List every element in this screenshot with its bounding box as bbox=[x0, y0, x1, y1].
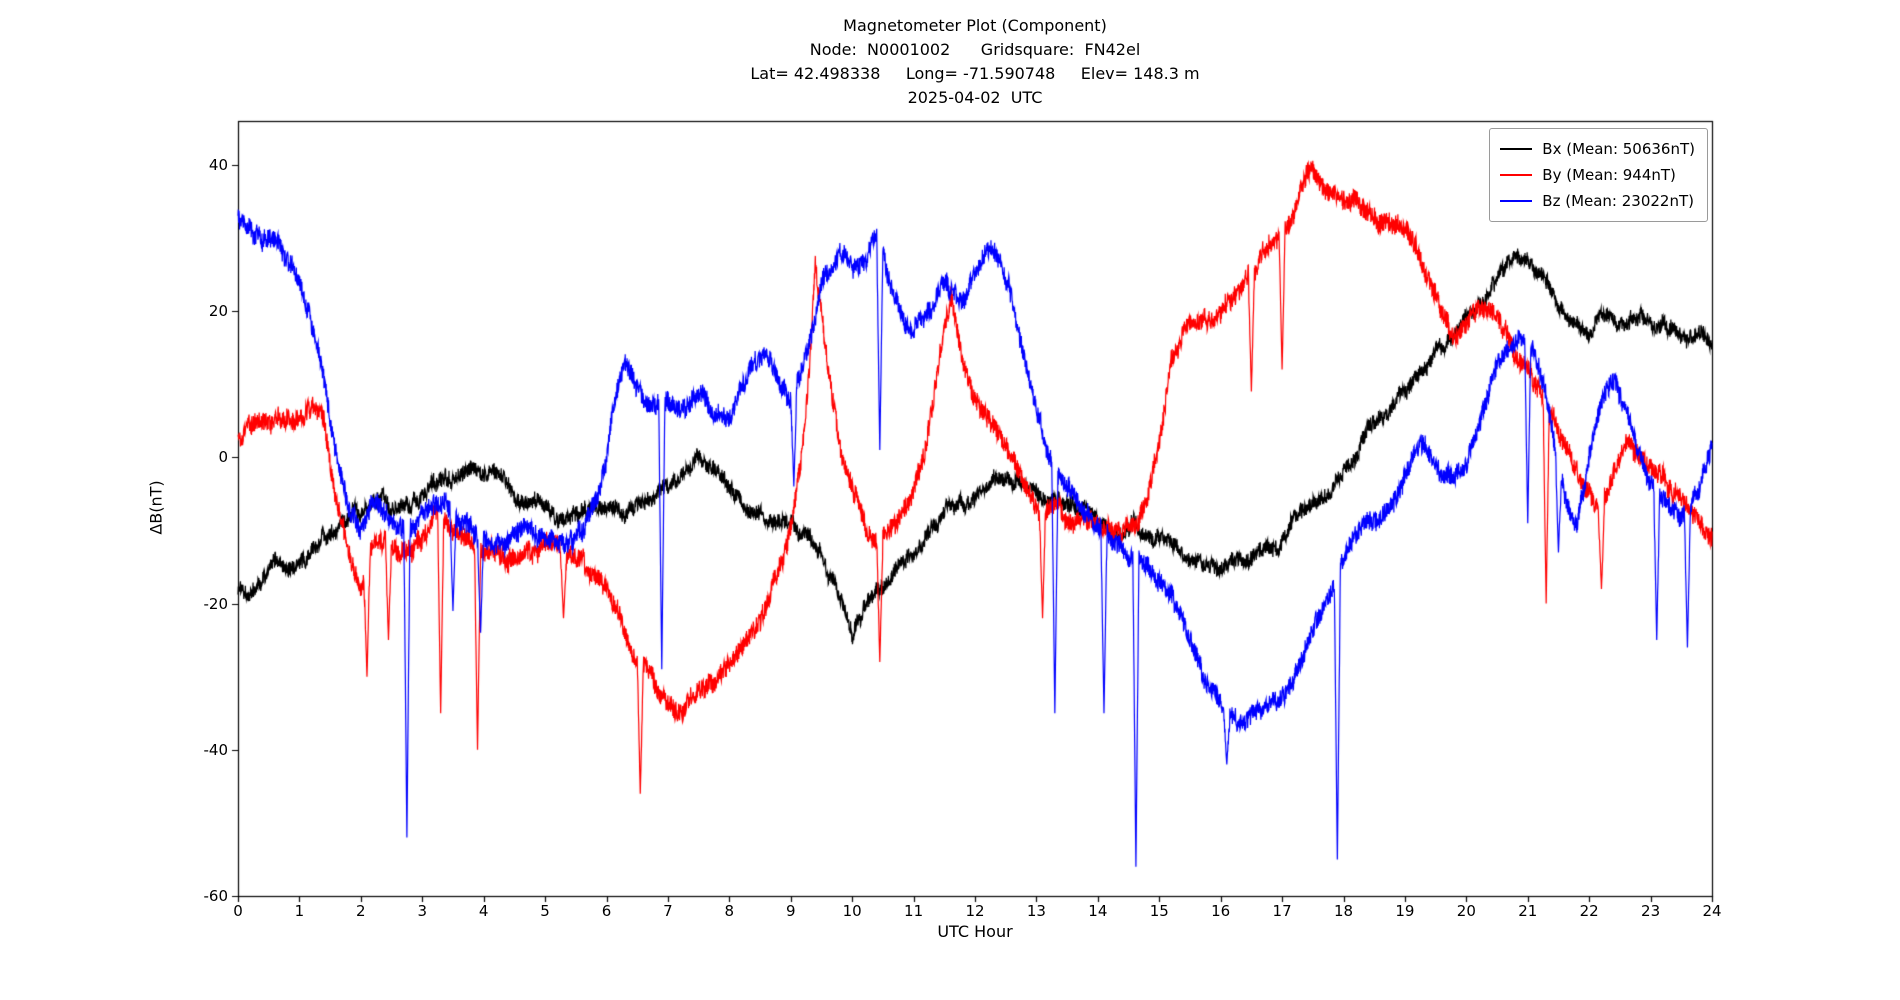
x-tick-label: 13 bbox=[1026, 902, 1046, 920]
legend-entry: By (Mean: 944nT) bbox=[1500, 162, 1695, 188]
x-tick-label: 1 bbox=[294, 902, 305, 920]
plot-subtitle-node: Node: N0001002 Gridsquare: FN42el bbox=[809, 40, 1141, 59]
y-tick-label: -60 bbox=[203, 887, 229, 905]
x-tick-label: 0 bbox=[233, 902, 243, 920]
x-tick-label: 7 bbox=[663, 902, 673, 920]
x-tick-label: 4 bbox=[478, 902, 489, 920]
plot-subtitle-date: 2025-04-02 UTC bbox=[907, 88, 1043, 107]
x-tick-label: 21 bbox=[1518, 902, 1538, 920]
title-block: Magnetometer Plot (Component) Node: N000… bbox=[0, 14, 1900, 110]
x-tick-label: 9 bbox=[785, 902, 796, 920]
y-tick-label: -20 bbox=[203, 594, 229, 613]
y-tick-label: 20 bbox=[208, 302, 228, 321]
x-tick-label: 20 bbox=[1456, 902, 1476, 920]
y-tick-label: -40 bbox=[203, 740, 229, 759]
x-axis-label: UTC Hour bbox=[937, 922, 1013, 941]
x-tick-label: 16 bbox=[1211, 902, 1231, 920]
x-tick-label: 12 bbox=[965, 902, 985, 920]
y-tick-label: 0 bbox=[218, 448, 228, 467]
x-tick-label: 23 bbox=[1641, 902, 1661, 920]
plot-subtitle-location: Lat= 42.498338 Long= -71.590748 Elev= 14… bbox=[750, 64, 1200, 83]
x-tick-label: 22 bbox=[1579, 902, 1599, 920]
legend-line-swatch bbox=[1500, 200, 1533, 202]
legend-line-swatch bbox=[1500, 174, 1533, 176]
x-tick-label: 17 bbox=[1272, 902, 1292, 920]
legend-box: Bx (Mean: 50636nT) By (Mean: 944nT) Bz (Me… bbox=[1489, 128, 1708, 222]
x-tick-label: 3 bbox=[417, 902, 428, 920]
y-tick-label: 40 bbox=[208, 155, 228, 174]
legend-label: Bz (Mean: 23022nT) bbox=[1542, 192, 1694, 210]
x-tick-label: 6 bbox=[601, 902, 612, 920]
x-tick-label: 14 bbox=[1088, 902, 1108, 920]
legend-label: By (Mean: 944nT) bbox=[1542, 166, 1676, 184]
legend-entry: Bz (Mean: 23022nT) bbox=[1500, 188, 1695, 214]
x-tick-label: 2 bbox=[356, 902, 366, 920]
legend-label: Bx (Mean: 50636nT) bbox=[1542, 140, 1695, 158]
legend-line-swatch bbox=[1500, 148, 1533, 150]
y-axis-label: ΔB(nT) bbox=[146, 480, 166, 535]
x-tick-label: 5 bbox=[540, 902, 550, 920]
plot-title: Magnetometer Plot (Component) bbox=[843, 16, 1107, 35]
x-tick-label: 18 bbox=[1333, 902, 1354, 920]
x-tick-label: 11 bbox=[904, 902, 924, 920]
x-tick-label: 24 bbox=[1702, 902, 1722, 920]
x-tick-label: 10 bbox=[842, 902, 862, 920]
x-tick-label: 8 bbox=[724, 902, 735, 920]
x-tick-label: 15 bbox=[1149, 902, 1169, 920]
legend-entry: Bx (Mean: 50636nT) bbox=[1500, 136, 1695, 162]
x-tick-label: 19 bbox=[1395, 902, 1415, 920]
